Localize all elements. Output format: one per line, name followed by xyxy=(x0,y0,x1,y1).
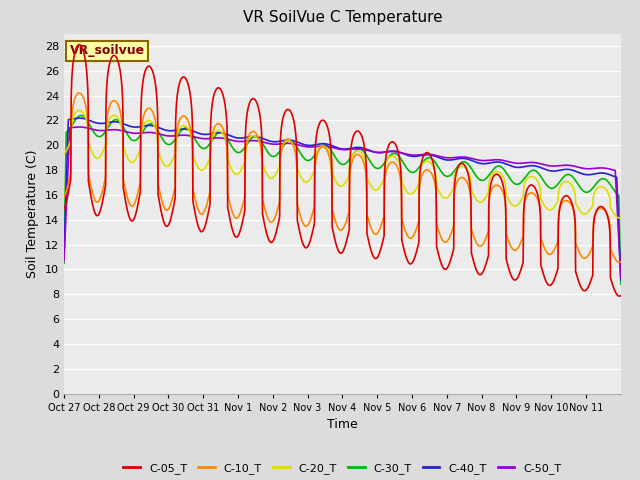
Line: C-50_T: C-50_T xyxy=(64,127,621,278)
C-10_T xyxy=(236,211,244,216)
Title: VR SoilVue C Temperature: VR SoilVue C Temperature xyxy=(243,11,442,25)
C-05_T xyxy=(510,277,518,283)
C-50_T xyxy=(609,167,617,173)
C-20_T xyxy=(616,215,623,221)
C-10_T xyxy=(609,252,617,258)
C-10_T xyxy=(60,194,68,200)
C-20_T xyxy=(376,184,384,190)
C-20_T xyxy=(236,169,244,175)
C-50_T xyxy=(542,162,550,168)
C-30_T xyxy=(116,119,124,125)
Line: C-10_T: C-10_T xyxy=(64,93,621,263)
C-50_T xyxy=(376,150,384,156)
C-30_T xyxy=(510,180,518,186)
C-30_T xyxy=(236,149,244,155)
C-50_T xyxy=(116,127,124,133)
C-05_T xyxy=(609,283,617,289)
Y-axis label: Soil Temperature (C): Soil Temperature (C) xyxy=(26,149,39,278)
C-05_T xyxy=(617,293,625,299)
C-20_T xyxy=(116,119,124,124)
Text: VR_soilvue: VR_soilvue xyxy=(70,44,145,58)
C-10_T xyxy=(616,260,623,265)
C-05_T xyxy=(376,249,384,254)
C-50_T xyxy=(60,258,68,264)
C-20_T xyxy=(617,215,625,221)
C-05_T xyxy=(616,293,623,299)
C-50_T xyxy=(510,160,518,166)
C-50_T xyxy=(236,139,244,144)
C-10_T xyxy=(376,226,384,231)
Line: C-40_T: C-40_T xyxy=(64,118,621,280)
C-05_T xyxy=(542,277,550,283)
C-40_T xyxy=(76,115,83,121)
C-20_T xyxy=(510,203,518,209)
C-40_T xyxy=(60,254,68,260)
C-05_T xyxy=(60,206,68,212)
C-10_T xyxy=(76,90,83,96)
C-30_T xyxy=(376,165,384,171)
C-40_T xyxy=(542,167,550,172)
C-40_T xyxy=(510,164,518,170)
C-30_T xyxy=(542,181,550,187)
C-30_T xyxy=(60,260,68,266)
Legend: C-05_T, C-10_T, C-20_T, C-30_T, C-40_T, C-50_T: C-05_T, C-10_T, C-20_T, C-30_T, C-40_T, … xyxy=(119,458,566,478)
C-20_T xyxy=(542,204,550,210)
C-40_T xyxy=(116,120,124,125)
C-50_T xyxy=(75,124,83,130)
C-10_T xyxy=(116,107,124,113)
C-05_T xyxy=(116,66,124,72)
C-05_T xyxy=(236,228,244,234)
C-30_T xyxy=(617,281,625,287)
C-20_T xyxy=(60,151,68,157)
Line: C-30_T: C-30_T xyxy=(64,115,621,284)
C-10_T xyxy=(542,248,550,253)
X-axis label: Time: Time xyxy=(327,418,358,431)
C-10_T xyxy=(617,259,625,265)
C-40_T xyxy=(376,150,384,156)
Line: C-05_T: C-05_T xyxy=(64,45,621,296)
C-20_T xyxy=(76,108,83,113)
C-30_T xyxy=(77,112,85,118)
C-30_T xyxy=(609,186,617,192)
C-50_T xyxy=(617,275,625,281)
C-40_T xyxy=(236,135,244,141)
C-40_T xyxy=(617,277,625,283)
C-40_T xyxy=(609,173,617,179)
Line: C-20_T: C-20_T xyxy=(64,110,621,218)
C-05_T xyxy=(76,42,83,48)
C-20_T xyxy=(609,209,617,215)
C-10_T xyxy=(510,247,518,253)
